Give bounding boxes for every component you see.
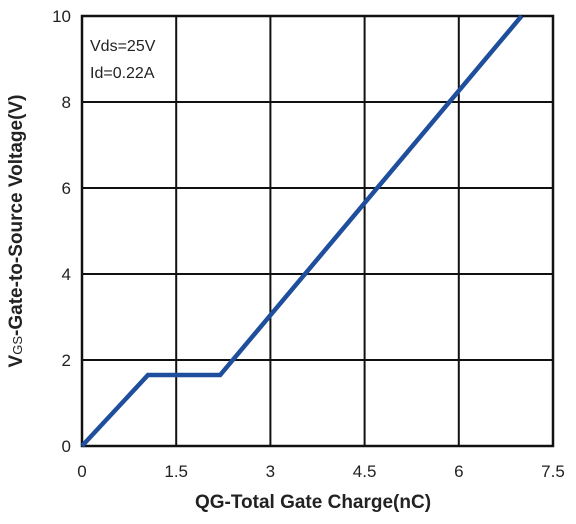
- x-tick-label-5: 7.5: [541, 462, 565, 481]
- y-tick-label-0: 0: [62, 437, 71, 456]
- plot-frame: [80, 14, 555, 448]
- series-line-0: [80, 14, 524, 448]
- y-tick-label-2: 4: [62, 265, 71, 284]
- x-tick-label-2: 3: [266, 462, 275, 481]
- y-axis-title: VGS-Gate-to-Source Voltage(V): [6, 95, 27, 368]
- x-tick-label-0: 0: [77, 462, 86, 481]
- x-tick-label-3: 4.5: [353, 462, 377, 481]
- series-layer: [80, 14, 524, 448]
- x-tick-label-1: 1.5: [164, 462, 188, 481]
- x-tick-labels: 0 1.5 3 4.5 6 7.5: [77, 462, 565, 481]
- y-tick-label-3: 6: [62, 179, 71, 198]
- y-tick-labels: 0 2 4 6 8 10: [52, 7, 71, 456]
- x-tick-label-4: 6: [454, 462, 463, 481]
- x-axis-title: QG-Total Gate Charge(nC): [195, 492, 431, 513]
- y-tick-label-5: 10: [52, 7, 71, 26]
- annotation-vds: Vds=25V: [90, 38, 156, 55]
- y-tick-label-4: 8: [62, 93, 71, 112]
- annotation-id: Id=0.22A: [90, 65, 155, 82]
- y-tick-label-1: 2: [62, 351, 71, 370]
